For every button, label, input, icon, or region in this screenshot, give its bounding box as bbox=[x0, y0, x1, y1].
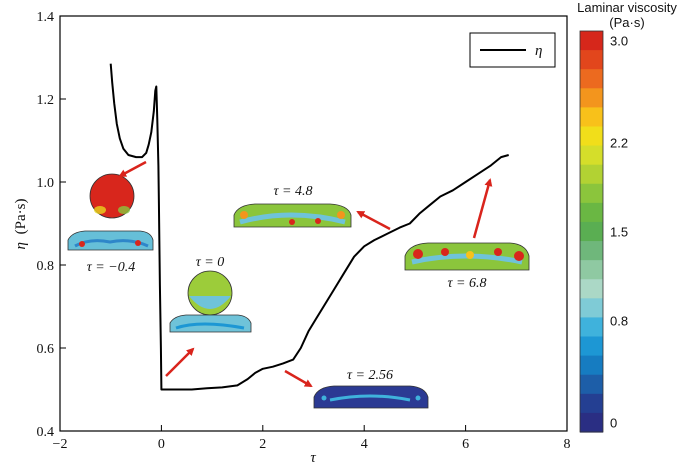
colorbar-band bbox=[580, 107, 603, 128]
colorbar-band bbox=[580, 260, 603, 280]
colorbar-tick-label: 2.2 bbox=[610, 135, 628, 150]
x-tick-label: −2 bbox=[53, 437, 68, 452]
colorbar-band bbox=[580, 126, 603, 147]
droplet-inset-tau-4.8 bbox=[233, 203, 352, 228]
colorbar-band bbox=[580, 69, 603, 89]
y-tick-label: 0.4 bbox=[37, 425, 55, 440]
droplet-inset-tau-6.8 bbox=[404, 242, 530, 271]
colorbar-band bbox=[580, 298, 603, 319]
annotation-tau-neg0.4: τ = −0.4 bbox=[87, 260, 135, 275]
legend-label: η bbox=[535, 43, 542, 59]
arrow-tau-0 bbox=[165, 347, 195, 377]
y-axis-label-symbol: η bbox=[13, 242, 29, 249]
colorbar-band bbox=[580, 145, 603, 166]
y-tick-label: 1.0 bbox=[37, 176, 55, 191]
colorbar-tick-label: 0 bbox=[610, 416, 617, 431]
x-axis-label: τ bbox=[310, 450, 316, 466]
colorbar-tick-label: 0.8 bbox=[610, 314, 628, 329]
y-tick-label: 1.2 bbox=[37, 93, 55, 108]
colorbar-frame bbox=[579, 30, 604, 433]
plot-frame bbox=[59, 15, 568, 432]
legend: η bbox=[469, 32, 556, 68]
droplet-inset-tau-neg0.4 bbox=[67, 173, 154, 251]
y-axis-label-unit: (Pa·s) bbox=[13, 198, 29, 234]
colorbar-band bbox=[580, 164, 603, 185]
x-tick-label: 0 bbox=[158, 437, 165, 452]
colorbar-band bbox=[580, 393, 603, 414]
colorbar-band bbox=[580, 412, 603, 433]
annotation-tau-4.8: τ = 4.8 bbox=[274, 184, 313, 199]
y-tick-label: 1.4 bbox=[37, 10, 55, 25]
colorbar-band bbox=[580, 221, 603, 242]
arrow-tau-2.56 bbox=[284, 369, 313, 388]
droplet-inset-tau-2.56 bbox=[313, 385, 429, 409]
colorbar-band bbox=[580, 279, 603, 299]
x-tick-label: 4 bbox=[361, 437, 368, 452]
colorbar-title-line2: (Pa·s) bbox=[609, 15, 644, 30]
x-tick-label: 6 bbox=[462, 437, 469, 452]
colorbar-band bbox=[580, 88, 603, 108]
colorbar-band bbox=[580, 183, 603, 204]
y-tick-label: 0.6 bbox=[37, 342, 55, 357]
svg-text:η (Pa·s): η (Pa·s) bbox=[13, 198, 29, 249]
x-tick-label: 2 bbox=[259, 437, 266, 452]
annotation-tau-0: τ = 0 bbox=[196, 255, 224, 270]
colorbar-band bbox=[580, 202, 603, 223]
colorbar-band bbox=[580, 336, 603, 357]
annotation-tau-6.8: τ = 6.8 bbox=[448, 276, 487, 291]
x-tick-label: 8 bbox=[564, 437, 571, 452]
x-axis-ticks: −2 0 2 4 6 8 bbox=[53, 425, 571, 452]
colorbar-band bbox=[580, 50, 603, 70]
colorbar-title-line1: Laminar viscosity bbox=[577, 0, 677, 15]
y-axis-label: η (Pa·s) bbox=[13, 198, 29, 249]
colorbar-ticks: 3.0 2.2 1.5 0.8 0 bbox=[610, 34, 628, 431]
annotation-tau-2.56: τ = 2.56 bbox=[347, 368, 393, 383]
arrow-tau-6.8 bbox=[472, 178, 493, 239]
droplet-inset-tau-0 bbox=[169, 270, 252, 333]
colorbar-band bbox=[580, 374, 603, 395]
colorbar-bands bbox=[580, 31, 603, 433]
y-tick-label: 0.8 bbox=[37, 259, 55, 274]
colorbar-band bbox=[580, 355, 603, 376]
colorbar-band bbox=[580, 241, 603, 261]
colorbar: Laminar viscosity (Pa·s) 3.0 2.2 1.5 0.8 0 bbox=[577, 0, 677, 433]
y-axis-ticks: 0.4 0.6 0.8 1.0 1.2 1.4 bbox=[37, 10, 66, 440]
arrow-tau-neg0.4 bbox=[118, 160, 147, 178]
colorbar-tick-label: 3.0 bbox=[610, 34, 628, 49]
colorbar-tick-label: 1.5 bbox=[610, 225, 628, 240]
arrow-tau-4.8 bbox=[356, 210, 391, 231]
colorbar-band bbox=[580, 31, 603, 51]
series-line-eta bbox=[109, 63, 509, 391]
colorbar-band bbox=[580, 317, 603, 338]
